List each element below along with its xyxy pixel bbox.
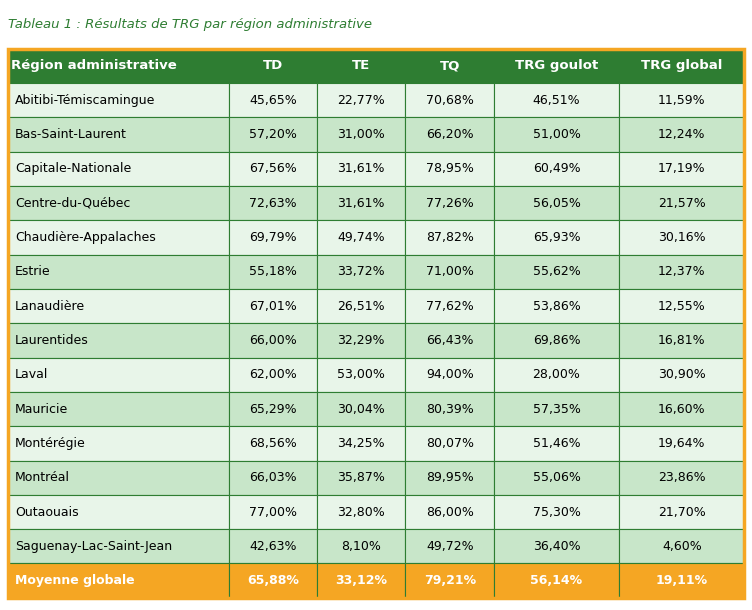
Text: Capitale-Nationale: Capitale-Nationale bbox=[15, 162, 131, 176]
Text: 66,43%: 66,43% bbox=[426, 334, 474, 347]
Text: 70,68%: 70,68% bbox=[426, 94, 474, 107]
Text: 49,74%: 49,74% bbox=[338, 231, 385, 244]
Text: 12,24%: 12,24% bbox=[658, 128, 705, 141]
Text: Abitibi-Témiscamingue: Abitibi-Témiscamingue bbox=[15, 94, 155, 107]
Text: TE: TE bbox=[352, 59, 371, 73]
Text: 51,46%: 51,46% bbox=[532, 437, 581, 450]
Text: 80,07%: 80,07% bbox=[426, 437, 474, 450]
Text: 80,39%: 80,39% bbox=[426, 403, 474, 415]
Text: Bas-Saint-Laurent: Bas-Saint-Laurent bbox=[15, 128, 127, 141]
Text: 16,81%: 16,81% bbox=[658, 334, 705, 347]
Text: 12,55%: 12,55% bbox=[658, 300, 705, 313]
Text: 57,20%: 57,20% bbox=[249, 128, 297, 141]
Text: TQ: TQ bbox=[439, 59, 460, 73]
Text: 49,72%: 49,72% bbox=[426, 540, 474, 553]
Text: TD: TD bbox=[262, 59, 283, 73]
Text: 31,61%: 31,61% bbox=[338, 162, 385, 176]
Text: 75,30%: 75,30% bbox=[532, 506, 581, 518]
Text: 86,00%: 86,00% bbox=[426, 506, 474, 518]
Text: Mauricie: Mauricie bbox=[15, 403, 68, 415]
Text: 57,35%: 57,35% bbox=[532, 403, 581, 415]
Text: 4,60%: 4,60% bbox=[662, 540, 702, 553]
Text: 94,00%: 94,00% bbox=[426, 368, 474, 381]
Text: 89,95%: 89,95% bbox=[426, 471, 474, 484]
Text: Lanaudière: Lanaudière bbox=[15, 300, 85, 313]
Text: 19,64%: 19,64% bbox=[658, 437, 705, 450]
Text: 69,79%: 69,79% bbox=[249, 231, 296, 244]
Text: 65,88%: 65,88% bbox=[247, 574, 299, 587]
Text: Outaouais: Outaouais bbox=[15, 506, 78, 518]
Text: Région administrative: Région administrative bbox=[11, 59, 177, 73]
Text: 34,25%: 34,25% bbox=[338, 437, 385, 450]
Text: 65,93%: 65,93% bbox=[532, 231, 581, 244]
Text: 55,18%: 55,18% bbox=[249, 265, 297, 278]
Text: 56,05%: 56,05% bbox=[532, 196, 581, 210]
Text: 77,62%: 77,62% bbox=[426, 300, 474, 313]
Text: 21,57%: 21,57% bbox=[658, 196, 705, 210]
Text: 35,87%: 35,87% bbox=[338, 471, 385, 484]
Text: 67,56%: 67,56% bbox=[249, 162, 297, 176]
Text: 42,63%: 42,63% bbox=[249, 540, 296, 553]
Text: 68,56%: 68,56% bbox=[249, 437, 297, 450]
Text: Saguenay-Lac-Saint-Jean: Saguenay-Lac-Saint-Jean bbox=[15, 540, 172, 553]
Text: 32,80%: 32,80% bbox=[338, 506, 385, 518]
Text: 66,20%: 66,20% bbox=[426, 128, 474, 141]
Text: Laurentides: Laurentides bbox=[15, 334, 89, 347]
Text: 28,00%: 28,00% bbox=[532, 368, 581, 381]
Text: 60,49%: 60,49% bbox=[532, 162, 581, 176]
Text: 72,63%: 72,63% bbox=[249, 196, 296, 210]
Text: 65,29%: 65,29% bbox=[249, 403, 296, 415]
Text: Centre-du-Québec: Centre-du-Québec bbox=[15, 196, 130, 210]
Text: 56,14%: 56,14% bbox=[530, 574, 583, 587]
Text: Chaudière-Appalaches: Chaudière-Appalaches bbox=[15, 231, 156, 244]
Text: 12,37%: 12,37% bbox=[658, 265, 705, 278]
Text: 23,86%: 23,86% bbox=[658, 471, 705, 484]
Text: 67,01%: 67,01% bbox=[249, 300, 297, 313]
Text: 55,62%: 55,62% bbox=[532, 265, 581, 278]
Text: Montréal: Montréal bbox=[15, 471, 70, 484]
Text: TRG global: TRG global bbox=[641, 59, 723, 73]
Text: 45,65%: 45,65% bbox=[249, 94, 297, 107]
Text: 31,00%: 31,00% bbox=[338, 128, 385, 141]
Text: 32,29%: 32,29% bbox=[338, 334, 385, 347]
Text: 71,00%: 71,00% bbox=[426, 265, 474, 278]
Text: Laval: Laval bbox=[15, 368, 48, 381]
Text: 21,70%: 21,70% bbox=[658, 506, 705, 518]
Text: 8,10%: 8,10% bbox=[341, 540, 381, 553]
Text: 87,82%: 87,82% bbox=[426, 231, 474, 244]
Text: 31,61%: 31,61% bbox=[338, 196, 385, 210]
Text: 46,51%: 46,51% bbox=[532, 94, 581, 107]
Text: 79,21%: 79,21% bbox=[423, 574, 476, 587]
Text: 78,95%: 78,95% bbox=[426, 162, 474, 176]
Text: 16,60%: 16,60% bbox=[658, 403, 705, 415]
Text: 22,77%: 22,77% bbox=[338, 94, 385, 107]
Text: 36,40%: 36,40% bbox=[532, 540, 581, 553]
Text: Estrie: Estrie bbox=[15, 265, 50, 278]
Text: TRG goulot: TRG goulot bbox=[515, 59, 598, 73]
Text: 33,12%: 33,12% bbox=[335, 574, 387, 587]
Text: 62,00%: 62,00% bbox=[249, 368, 297, 381]
Text: 66,00%: 66,00% bbox=[249, 334, 297, 347]
Text: 77,00%: 77,00% bbox=[249, 506, 297, 518]
Text: Tableau 1 : Résultats de TRG par région administrative: Tableau 1 : Résultats de TRG par région … bbox=[8, 18, 371, 31]
Text: 26,51%: 26,51% bbox=[338, 300, 385, 313]
Text: 51,00%: 51,00% bbox=[532, 128, 581, 141]
Text: 30,04%: 30,04% bbox=[338, 403, 385, 415]
Text: 77,26%: 77,26% bbox=[426, 196, 474, 210]
Text: 30,90%: 30,90% bbox=[658, 368, 705, 381]
Text: 17,19%: 17,19% bbox=[658, 162, 705, 176]
Text: 66,03%: 66,03% bbox=[249, 471, 296, 484]
Text: 53,00%: 53,00% bbox=[338, 368, 385, 381]
Text: 33,72%: 33,72% bbox=[338, 265, 385, 278]
Text: 55,06%: 55,06% bbox=[532, 471, 581, 484]
Text: 53,86%: 53,86% bbox=[532, 300, 581, 313]
Text: Montérégie: Montérégie bbox=[15, 437, 86, 450]
Text: 11,59%: 11,59% bbox=[658, 94, 705, 107]
Text: 19,11%: 19,11% bbox=[656, 574, 708, 587]
Text: Moyenne globale: Moyenne globale bbox=[15, 574, 135, 587]
Text: 69,86%: 69,86% bbox=[532, 334, 581, 347]
Text: 30,16%: 30,16% bbox=[658, 231, 705, 244]
